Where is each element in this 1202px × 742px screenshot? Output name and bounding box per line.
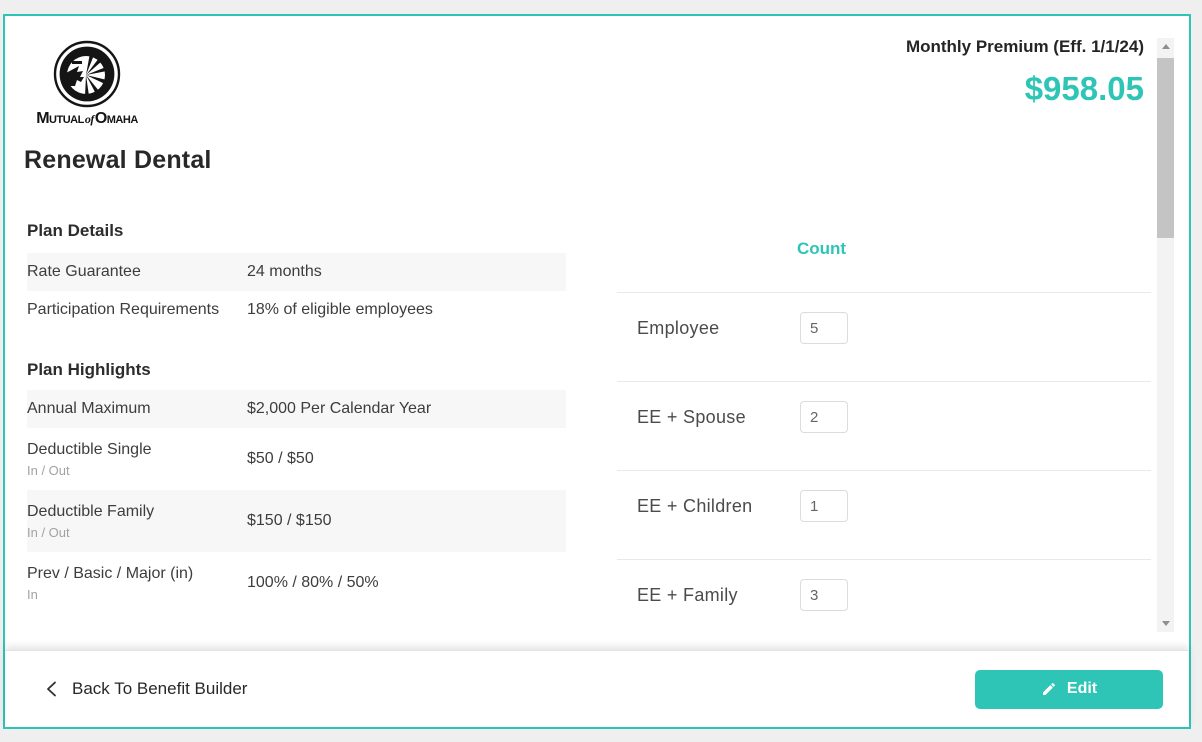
table-row-annual-maximum: Annual Maximum $2,000 Per Calendar Year xyxy=(27,390,566,428)
pencil-icon xyxy=(1042,682,1055,695)
census-row-ee-family: EE + Family xyxy=(617,559,1151,648)
table-row-rate-guarantee: Rate Guarantee 24 months xyxy=(27,253,566,291)
ee-family-count-input[interactable] xyxy=(800,579,848,611)
row-label: Participation Requirements xyxy=(27,301,220,318)
mutual-of-omaha-chief-logo xyxy=(53,40,121,108)
brand-word-of: of xyxy=(84,112,95,126)
plan-info-panel: Plan Details Rate Guarantee 24 months Pa… xyxy=(27,220,566,614)
row-value: $2,000 Per Calendar Year xyxy=(247,400,432,417)
table-row-deductible-single: Deductible Single In / Out $50 / $50 xyxy=(27,428,566,490)
census-row-employee: Employee xyxy=(617,292,1151,381)
scroll-up-arrow-icon xyxy=(1161,44,1170,49)
row-value: $150 / $150 xyxy=(247,512,332,529)
row-value: $50 / $50 xyxy=(247,450,314,467)
scroll-down-arrow-icon xyxy=(1161,621,1170,626)
premium-label: Monthly Premium (Eff. 1/1/24) xyxy=(905,37,1144,56)
census-label: EE + Spouse xyxy=(637,407,746,427)
census-row-ee-spouse: EE + Spouse xyxy=(617,381,1151,470)
census-label: EE + Family xyxy=(637,585,738,605)
row-label-group: Deductible Family In / Out xyxy=(27,501,247,541)
census-row-ee-children: EE + Children xyxy=(617,470,1151,559)
scroll-up-button[interactable] xyxy=(1157,38,1174,55)
plan-summary-card: MutualofOmaha Renewal Dental Monthly Pre… xyxy=(3,14,1191,729)
census-panel: Count Employee EE + Spouse EE + Children… xyxy=(617,220,1151,648)
back-link-label: Back To Benefit Builder xyxy=(72,679,248,698)
brand-word-mutual: Mutual xyxy=(36,110,84,127)
row-sublabel: In xyxy=(27,587,38,602)
row-label: Prev / Basic / Major (in) xyxy=(27,565,194,582)
table-row-deductible-family: Deductible Family In / Out $150 / $150 xyxy=(27,490,566,552)
scrollbar-thumb[interactable] xyxy=(1157,58,1174,238)
brand-word-omaha: Omaha xyxy=(94,110,138,127)
employee-count-input[interactable] xyxy=(800,312,848,344)
chevron-left-icon xyxy=(47,681,56,697)
row-label-group: Deductible Single In / Out xyxy=(27,439,247,479)
row-label-group: Prev / Basic / Major (in) In xyxy=(27,563,247,603)
row-value: 100% / 80% / 50% xyxy=(247,574,379,591)
table-row-prev-basic-major: Prev / Basic / Major (in) In 100% / 80% … xyxy=(27,552,566,614)
row-sublabel: In / Out xyxy=(27,463,70,478)
ee-children-count-input[interactable] xyxy=(800,490,848,522)
census-rows: Employee EE + Spouse EE + Children EE + … xyxy=(617,292,1151,648)
count-column-header: Count xyxy=(797,239,847,258)
row-label: Deductible Family xyxy=(27,503,155,520)
plan-highlights-heading: Plan Highlights xyxy=(27,360,151,379)
row-sublabel: In / Out xyxy=(27,525,70,540)
edit-button-label: Edit xyxy=(1066,680,1098,697)
premium-value: $958.05 xyxy=(1024,70,1144,107)
row-label: Deductible Single xyxy=(27,441,152,458)
footer-bar: Back To Benefit Builder Edit xyxy=(5,650,1189,727)
brand-block: MutualofOmaha xyxy=(21,40,153,128)
row-label: Annual Maximum xyxy=(27,400,151,417)
census-label: Employee xyxy=(637,318,720,338)
census-label: EE + Children xyxy=(637,496,753,516)
brand-wordmark: MutualofOmaha xyxy=(36,110,138,128)
plan-details-heading: Plan Details xyxy=(27,221,124,240)
row-value: 18% of eligible employees xyxy=(247,301,433,318)
page-title: Renewal Dental xyxy=(24,146,212,174)
edit-button[interactable]: Edit xyxy=(975,669,1163,709)
vertical-scrollbar[interactable] xyxy=(1157,38,1174,632)
back-to-benefit-builder-link[interactable]: Back To Benefit Builder xyxy=(46,679,247,699)
row-value: 24 months xyxy=(247,263,322,280)
table-row-participation: Participation Requirements 18% of eligib… xyxy=(27,291,566,329)
scroll-down-button[interactable] xyxy=(1157,615,1174,632)
row-label: Rate Guarantee xyxy=(27,263,141,280)
premium-block: Monthly Premium (Eff. 1/1/24) $958.05 xyxy=(906,37,1144,108)
ee-spouse-count-input[interactable] xyxy=(800,401,848,433)
